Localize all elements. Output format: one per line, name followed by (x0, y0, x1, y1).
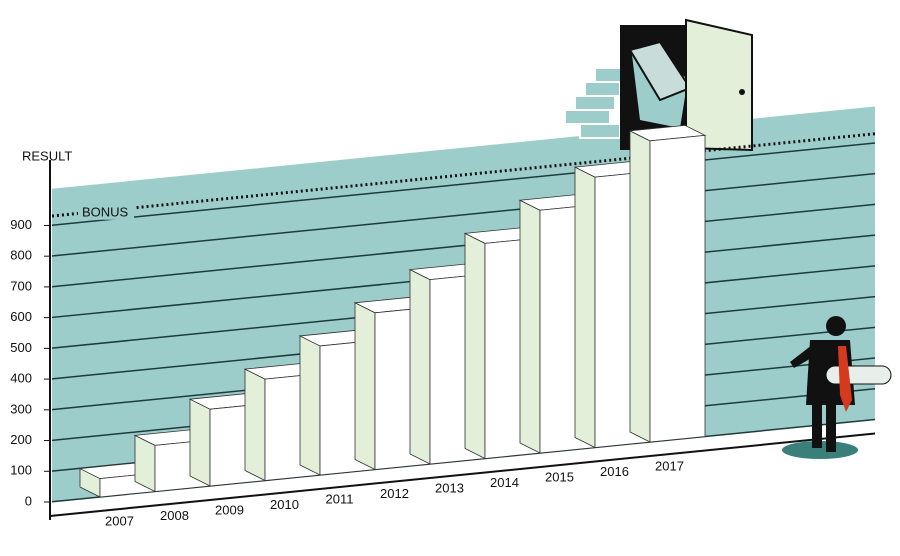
x-tick-label: 2012 (380, 486, 409, 501)
step-side (519, 199, 541, 454)
x-axis (49, 432, 876, 517)
bonus-label-bg (78, 203, 134, 220)
y-tick-label: 600 (10, 309, 32, 324)
step-side (189, 398, 211, 487)
step-side (629, 130, 651, 443)
y-tick-label: 700 (10, 278, 32, 293)
grid-line (51, 172, 876, 257)
y-tick-label: 400 (10, 371, 32, 386)
x-tick-label: 2014 (490, 475, 519, 490)
step-side (409, 268, 431, 465)
y-tick-label: 800 (10, 248, 32, 263)
grid-line (51, 203, 876, 288)
x-tick-label: 2008 (160, 508, 189, 523)
grid-line (51, 142, 876, 227)
y-tick-label: 300 (10, 401, 32, 416)
step-side (574, 166, 596, 449)
step-side (354, 302, 376, 471)
y-tick-label: 100 (10, 463, 32, 478)
step-side (244, 368, 266, 482)
x-tick-label: 2013 (435, 481, 464, 496)
x-tick-label: 2015 (545, 470, 574, 485)
step-side (464, 232, 486, 460)
x-tick-label: 2009 (215, 503, 244, 518)
man-illustration (782, 316, 892, 459)
y-axis-label: RESULT (22, 148, 72, 163)
x-tick-label: 2011 (326, 492, 354, 507)
y-tick-label: 900 (10, 217, 32, 232)
y-tick-label: 200 (10, 432, 32, 447)
step-side (299, 335, 321, 476)
x-tick-label: 2017 (655, 459, 684, 474)
bonus-label: BONUS (82, 204, 129, 219)
step (649, 134, 706, 443)
x-tick-label: 2010 (270, 497, 299, 512)
x-tick-label: 2007 (105, 514, 134, 529)
x-tick-label: 2016 (600, 464, 629, 479)
y-tick-label: 500 (10, 340, 32, 355)
y-tick-label: 0 (25, 493, 32, 508)
